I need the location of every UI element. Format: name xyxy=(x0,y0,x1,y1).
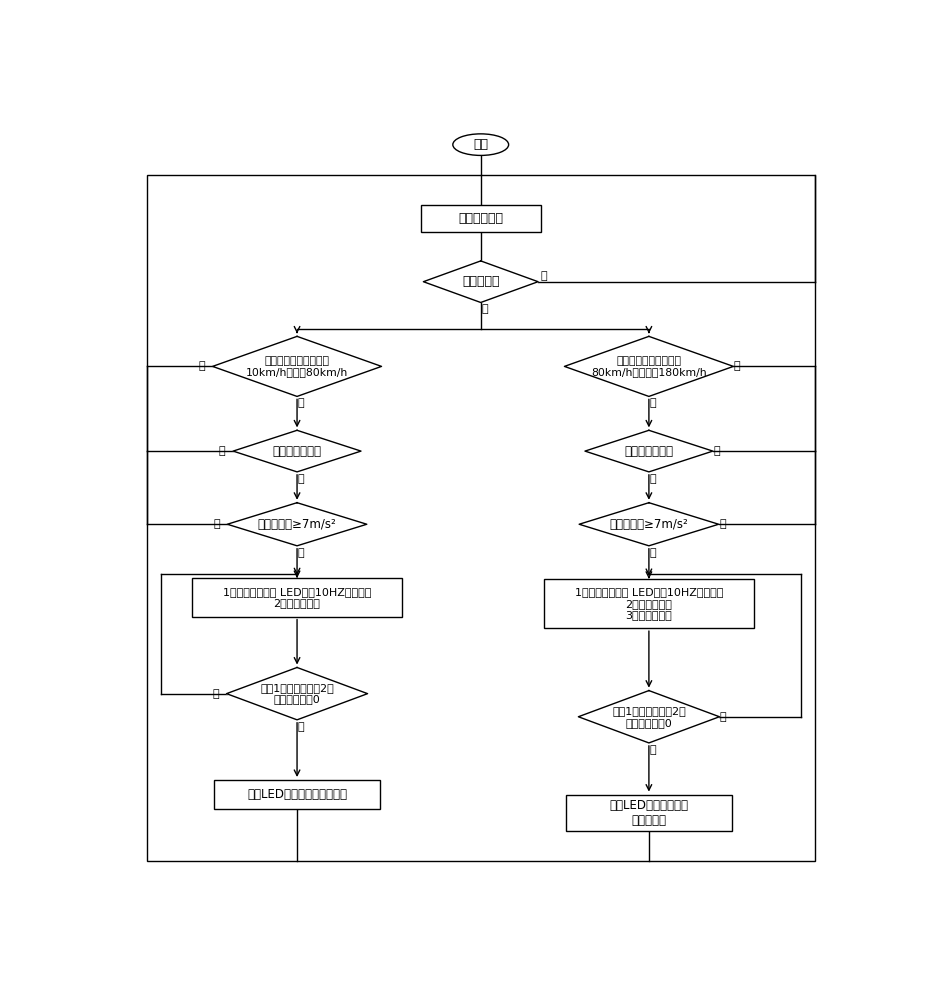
Text: 是否1秒内连踩刹车2次
或加速度大于0: 是否1秒内连踩刹车2次 或加速度大于0 xyxy=(260,683,334,704)
Text: 是: 是 xyxy=(297,548,304,558)
Text: 否: 否 xyxy=(212,689,219,699)
Polygon shape xyxy=(226,667,368,720)
FancyBboxPatch shape xyxy=(544,579,753,628)
Text: 否: 否 xyxy=(213,519,219,529)
Text: 否: 否 xyxy=(719,519,726,529)
Text: 是否1秒内连踩刹车2次
或加速度大于0: 是否1秒内连踩刹车2次 或加速度大于0 xyxy=(612,706,686,728)
Text: 检测当前车速: 检测当前车速 xyxy=(459,212,503,225)
Text: 1、开启后方加装 LED灯以10HZ频率闪烁
2、开启双闪灯
3、开启蜂鸣器: 1、开启后方加装 LED灯以10HZ频率闪烁 2、开启双闪灯 3、开启蜂鸣器 xyxy=(575,587,723,620)
Text: 是: 是 xyxy=(649,745,656,755)
Text: 开始: 开始 xyxy=(474,138,488,151)
Text: 是否踩刹车: 是否踩刹车 xyxy=(462,275,499,288)
Text: 刹车是否还踩下: 刹车是否还踩下 xyxy=(273,445,322,458)
Polygon shape xyxy=(565,336,734,396)
Polygon shape xyxy=(234,430,361,472)
Text: 关闭LED闪烁和双闪灯
关闭蜂鸣器: 关闭LED闪烁和双闪灯 关闭蜂鸣器 xyxy=(610,799,688,827)
Text: 否: 否 xyxy=(541,271,548,281)
Text: 是: 是 xyxy=(649,474,656,484)
Text: 刹车前车速是否大等于
80km/h或小于等180km/h: 刹车前车速是否大等于 80km/h或小于等180km/h xyxy=(591,356,706,377)
Polygon shape xyxy=(213,336,382,396)
Text: 关闭LED闪烁，关闭蜂鸣器。: 关闭LED闪烁，关闭蜂鸣器。 xyxy=(247,788,347,801)
Text: 是: 是 xyxy=(481,304,488,314)
Text: 是: 是 xyxy=(649,398,656,408)
Text: 是: 是 xyxy=(649,548,656,558)
Text: 否: 否 xyxy=(219,446,225,456)
FancyBboxPatch shape xyxy=(214,780,381,809)
FancyBboxPatch shape xyxy=(566,795,733,831)
Polygon shape xyxy=(423,261,538,302)
Polygon shape xyxy=(585,430,713,472)
Polygon shape xyxy=(579,503,719,546)
Text: 减速度是否≥7m/s²: 减速度是否≥7m/s² xyxy=(258,518,337,531)
Polygon shape xyxy=(227,503,367,546)
Text: 刹车是否还踩下: 刹车是否还踩下 xyxy=(625,445,673,458)
Text: 否: 否 xyxy=(714,446,720,456)
Ellipse shape xyxy=(453,134,508,155)
FancyBboxPatch shape xyxy=(192,578,401,617)
Text: 减速度是否≥7m/s²: 减速度是否≥7m/s² xyxy=(610,518,688,531)
Text: 刹车前车速是否大等于
10km/h或小于80km/h: 刹车前车速是否大等于 10km/h或小于80km/h xyxy=(246,356,348,377)
Text: 否: 否 xyxy=(734,361,741,371)
Text: 是: 是 xyxy=(297,722,304,732)
Text: 否: 否 xyxy=(720,712,727,722)
Text: 否: 否 xyxy=(199,361,205,371)
Polygon shape xyxy=(579,691,719,743)
FancyBboxPatch shape xyxy=(420,205,541,232)
Text: 是: 是 xyxy=(297,398,304,408)
Text: 是: 是 xyxy=(297,474,304,484)
Text: 1、开启后方加装 LED灯以10HZ频率闪烁
2、开启蜂鸣器: 1、开启后方加装 LED灯以10HZ频率闪烁 2、开启蜂鸣器 xyxy=(223,587,371,608)
